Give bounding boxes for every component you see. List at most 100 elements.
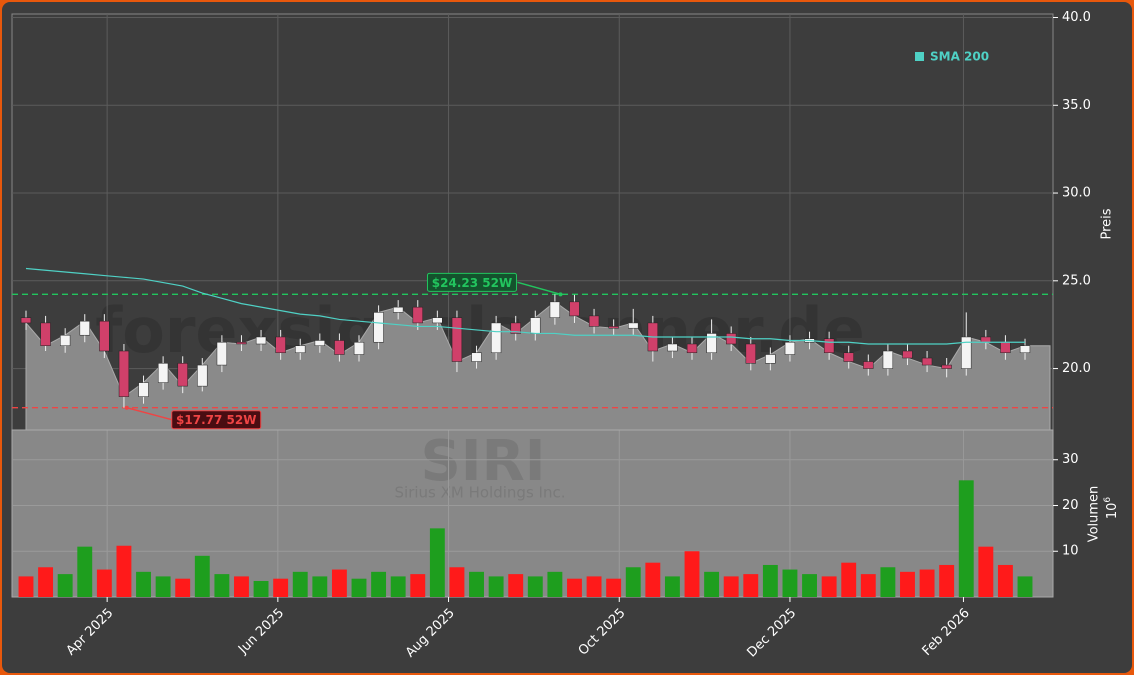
candle-body [745, 343, 756, 364]
volume-bar [371, 571, 387, 597]
candle-body [530, 317, 541, 334]
volume-bar [253, 580, 269, 597]
watermark-ticker: SIRI [420, 429, 545, 494]
volume-bar [978, 546, 994, 597]
y2-unit-exp: 6 [1103, 497, 1113, 503]
candle-body [432, 317, 443, 324]
candle-body [941, 364, 952, 369]
candle-body [706, 333, 717, 354]
y-tick-label: 30.0 [1062, 186, 1091, 201]
volume-bar [18, 576, 34, 597]
candle-body [197, 364, 208, 387]
candle-body [216, 341, 228, 366]
candle-body [314, 340, 325, 346]
volume-bar [723, 576, 739, 597]
annotation-arrow [517, 281, 561, 296]
y2-tick-label: 30 [1062, 452, 1079, 467]
candle-body [353, 341, 365, 355]
candle-body [40, 322, 51, 346]
candle-body [588, 315, 600, 327]
volume-bar [704, 571, 720, 597]
volume-bar [762, 564, 778, 597]
volume-bar [175, 578, 191, 597]
volume-bar [645, 562, 661, 597]
volume-bar [997, 564, 1013, 597]
volume-bar [77, 546, 93, 597]
volume-bar [860, 574, 876, 597]
volume-bar [527, 576, 543, 597]
candle-body [295, 345, 306, 354]
volume-bar [821, 576, 837, 597]
volume-bar [664, 576, 680, 597]
y2-tick-label: 10 [1062, 544, 1079, 559]
volume-bar [880, 567, 896, 597]
volume-bar [743, 574, 759, 597]
candle-body [823, 338, 835, 354]
volume-plot [11, 429, 1054, 598]
y2-tick-label: 20 [1062, 498, 1079, 513]
volume-bar [841, 562, 857, 597]
annotation-box [171, 410, 262, 430]
y2-axis-label: Volumen [1087, 486, 1102, 543]
candle-body [138, 382, 149, 397]
legend-swatch [915, 52, 924, 61]
y2-unit: 106 [1103, 497, 1120, 520]
candle-body [843, 352, 854, 362]
candle-body [236, 341, 247, 345]
volume-bar [567, 578, 582, 597]
annotation-label: $24.23 52W [432, 276, 512, 290]
volume-bar [802, 574, 817, 597]
volume-bar [292, 571, 308, 597]
candle-body [60, 334, 71, 346]
volume-bar [488, 576, 504, 597]
candle-body [1000, 341, 1011, 354]
volume-bar [606, 578, 622, 597]
candle-body [882, 350, 894, 369]
y-tick-label: 20.0 [1062, 361, 1091, 376]
candle-body [275, 336, 286, 354]
volume-bar [351, 578, 367, 597]
candle-body [373, 312, 384, 343]
sma-line [25, 267, 1026, 345]
y-axis-label: Preis [1100, 208, 1115, 239]
legend-label: SMA 200 [930, 50, 989, 64]
volume-bar [625, 567, 641, 597]
candle-body [569, 301, 580, 317]
annotation-arrow [126, 406, 172, 421]
candle-body [393, 306, 404, 313]
candle-body [921, 357, 933, 366]
volume-bar [155, 576, 171, 597]
volume-bar [96, 569, 112, 597]
volume-bar [449, 567, 465, 597]
y-tick-label: 40.0 [1062, 10, 1091, 25]
candle-body [99, 320, 110, 352]
candle-body [863, 361, 874, 369]
volume-bar [194, 555, 210, 597]
volume-bar [939, 564, 955, 597]
candle-body [177, 363, 188, 387]
volume-bar [331, 569, 347, 597]
y2-unit-base: 10 [1105, 503, 1120, 520]
y-tick-label: 25.0 [1062, 273, 1091, 288]
volume-bar [586, 576, 602, 597]
volume-bar [919, 569, 935, 597]
volume-bar [214, 574, 230, 597]
volume-bar [547, 571, 563, 597]
volume-bar [136, 571, 151, 597]
volume-bar [508, 574, 524, 597]
candle-body [628, 322, 639, 329]
candle-body [255, 336, 267, 345]
volume-bar [958, 480, 974, 597]
candle-body [20, 317, 32, 324]
volume-bar [469, 571, 484, 597]
candle-body [1019, 345, 1031, 354]
candle-body [471, 352, 482, 362]
annotation-point [558, 292, 563, 297]
volume-bar [782, 569, 798, 597]
annotation-point [124, 405, 129, 410]
volume-bar [38, 567, 54, 597]
annotation-label: $17.77 52W [176, 413, 256, 427]
volume-bar [234, 576, 249, 597]
candle-body [726, 333, 737, 345]
